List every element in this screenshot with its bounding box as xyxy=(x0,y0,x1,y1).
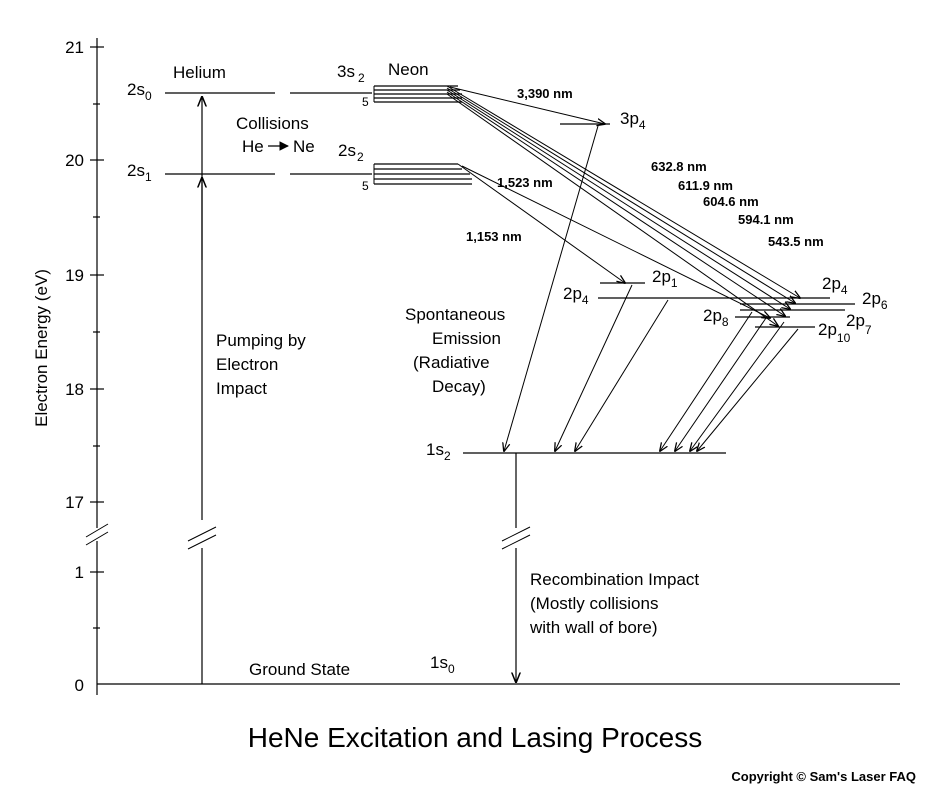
label-3p4: 3p4 xyxy=(620,109,646,132)
copyright: Copyright © Sam's Laser FAQ xyxy=(731,769,916,784)
pumping-label-1: Pumping by xyxy=(216,331,306,350)
spontaneous-label-4: Decay) xyxy=(432,377,486,396)
helium-heading: Helium xyxy=(173,63,226,82)
decay-2p1-1s2 xyxy=(555,284,633,451)
recombination: Recombination Impact (Mostly collisions … xyxy=(501,453,699,682)
wavelength-1153: 1,153 nm xyxy=(466,229,522,244)
label-2p4-left: 2p4 xyxy=(563,284,589,307)
multiplicity-2s: 5 xyxy=(362,179,369,193)
helium-column: Helium 2s0 2s1 Pumping by Electron Impac… xyxy=(127,63,315,684)
pumping-label-2: Electron xyxy=(216,355,278,374)
label-2p6: 2p6 xyxy=(862,289,888,312)
wavelength-labels: 3,390 nm 632.8 nm 611.9 nm 604.6 nm 594.… xyxy=(466,86,824,249)
tick-label: 19 xyxy=(65,266,84,285)
collisions-label: Collisions xyxy=(236,114,309,133)
spontaneous-emission: Spontaneous Emission (Radiative Decay) xyxy=(405,125,799,451)
neon-p-levels: 3p4 2p1 2p4 2p4 2p6 2p7 2p8 2p10 1s2 1s0 xyxy=(426,109,888,676)
transition-543 xyxy=(446,93,778,326)
label-1s0: 1s0 xyxy=(430,653,455,676)
wavelength-3390: 3,390 nm xyxy=(517,86,573,101)
tick-label: 17 xyxy=(65,493,84,512)
y-axis-ticks xyxy=(90,46,104,629)
decay-3p4-1s2 xyxy=(504,125,599,451)
decay-2p6-1s2 xyxy=(660,311,753,451)
label-2p1: 2p1 xyxy=(652,267,678,290)
collisions-ne: Ne xyxy=(293,137,315,156)
wavelength-632: 632.8 nm xyxy=(651,159,707,174)
neon-heading: Neon xyxy=(388,60,429,79)
recombination-label-3: with wall of bore) xyxy=(529,618,658,637)
transition-632 xyxy=(446,85,800,298)
transition-611 xyxy=(446,87,795,303)
label-1s2: 1s2 xyxy=(426,440,451,463)
recombination-label-1: Recombination Impact xyxy=(530,570,699,589)
tick-label: 0 xyxy=(75,676,84,695)
spontaneous-label-3: (Radiative xyxy=(413,353,490,372)
spontaneous-label-2: Emission xyxy=(432,329,501,348)
wavelength-611: 611.9 nm xyxy=(678,178,733,193)
transition-1153 xyxy=(457,163,625,283)
tick-label: 1 xyxy=(75,563,84,582)
neon-upper-levels: Neon 3s 2 5 2s2 5 xyxy=(290,60,472,193)
tick-label: 18 xyxy=(65,380,84,399)
decay-2p7-1s2 xyxy=(675,317,767,451)
label-2s0: 2s0 xyxy=(127,80,152,103)
tick-label: 21 xyxy=(65,38,84,57)
wavelength-604: 604.6 nm xyxy=(703,194,759,209)
label-3s2: 3s 2 xyxy=(337,62,365,85)
decay-2p10-1s2 xyxy=(697,328,799,451)
transition-594 xyxy=(446,91,785,316)
decay-2p8-1s2 xyxy=(690,321,785,451)
label-2s1: 2s1 xyxy=(127,161,152,184)
ground-state-label: Ground State xyxy=(249,660,350,679)
multiplicity-3s: 5 xyxy=(362,95,369,109)
spontaneous-label-1: Spontaneous xyxy=(405,305,505,324)
label-2p7: 2p7 xyxy=(846,311,872,337)
label-2p10: 2p10 xyxy=(818,320,851,345)
wavelength-543: 543.5 nm xyxy=(768,234,824,249)
transition-1523 xyxy=(461,165,770,318)
label-2p8: 2p8 xyxy=(703,306,729,329)
label-2s2: 2s2 xyxy=(338,141,364,164)
wavelength-1523: 1,523 nm xyxy=(497,175,553,190)
y-axis-label: Electron Energy (eV) xyxy=(32,269,51,427)
transition-604 xyxy=(446,89,790,309)
lasing-transitions xyxy=(446,85,800,326)
y-axis: 21 20 19 18 17 1 0 Electron Energy (eV) xyxy=(32,38,109,695)
tick-label: 20 xyxy=(65,151,84,170)
collisions-he: He xyxy=(242,137,264,156)
transition-3390 xyxy=(449,86,605,124)
label-2p4-right: 2p4 xyxy=(822,274,848,297)
diagram-title: HeNe Excitation and Lasing Process xyxy=(248,722,702,753)
pumping-label-3: Impact xyxy=(216,379,267,398)
decay-2p4-1s2 xyxy=(575,299,669,451)
recombination-label-2: (Mostly collisions xyxy=(530,594,658,613)
wavelength-594: 594.1 nm xyxy=(738,212,794,227)
